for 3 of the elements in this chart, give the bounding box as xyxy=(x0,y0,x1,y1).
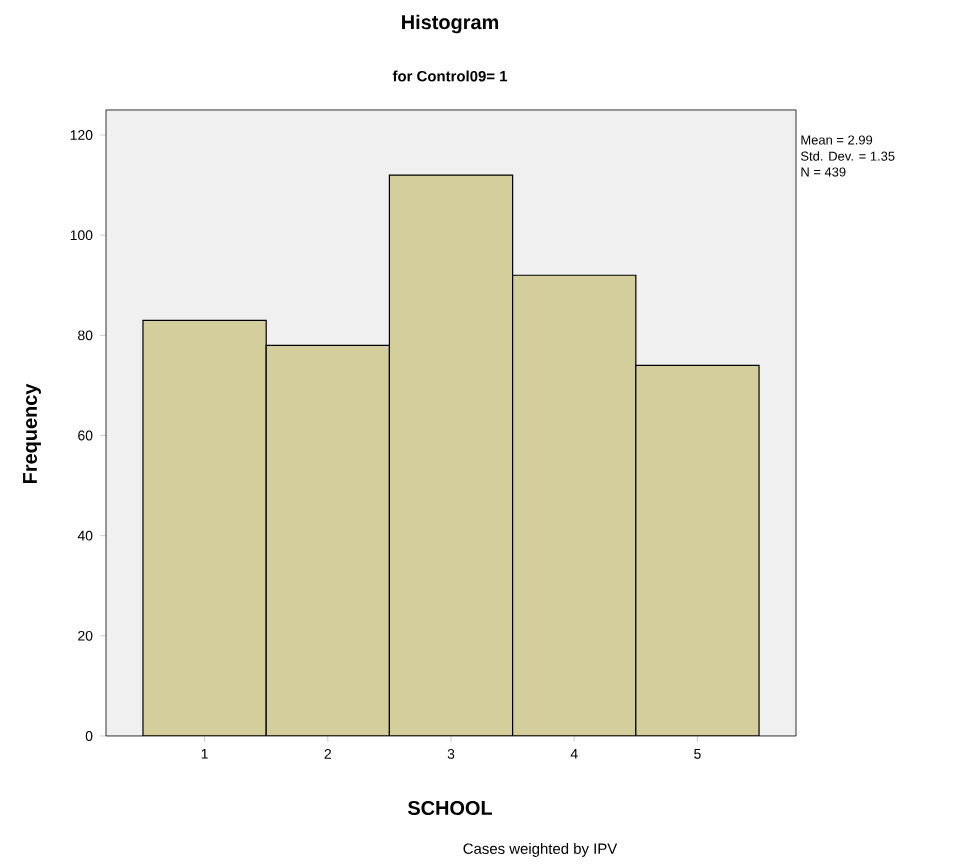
chart-title: Histogram xyxy=(402,14,499,34)
y-axis-title: Frequency xyxy=(23,383,41,484)
x-axis-title: SCHOOL xyxy=(407,800,493,816)
